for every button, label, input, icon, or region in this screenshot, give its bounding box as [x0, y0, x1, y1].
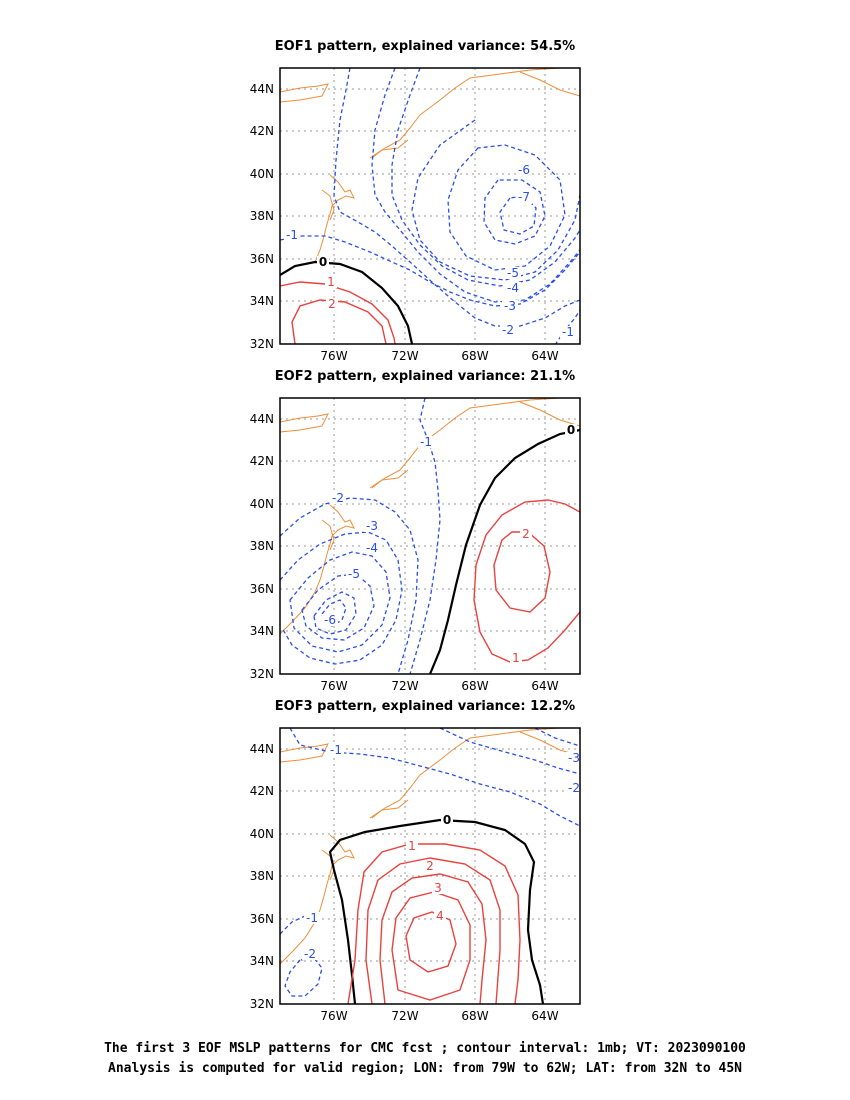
y-tick-label: 40N	[250, 497, 274, 511]
x-tick-label: 68W	[461, 679, 488, 693]
panel-3-x-ticks: 76W 72W 68W 64W	[320, 1009, 558, 1023]
panel-3-zero-line	[328, 818, 545, 1004]
y-tick-label: 44N	[250, 82, 274, 96]
contour-label: -1	[306, 911, 318, 925]
panel-1-negative	[280, 68, 580, 344]
contour-label: -2	[304, 947, 316, 961]
x-tick-label: 76W	[320, 679, 347, 693]
panel-1-title: EOF1 pattern, explained variance: 54.5%	[275, 39, 575, 54]
x-tick-label: 72W	[391, 349, 418, 363]
contour-label: -6	[324, 613, 336, 627]
panel-3-y-ticks: 44N 42N 40N 38N 36N 34N 32N	[250, 742, 274, 1011]
contour-label: 0	[443, 813, 451, 827]
contour-label: 0	[319, 255, 327, 269]
x-tick-label: 72W	[391, 679, 418, 693]
panel-2-title: EOF2 pattern, explained variance: 21.1%	[275, 369, 575, 384]
y-tick-label: 36N	[250, 582, 274, 596]
contour-label: 2	[522, 527, 530, 541]
panel-3-contours	[280, 728, 580, 1004]
y-tick-label: 40N	[250, 827, 274, 841]
contour-label: -4	[507, 281, 519, 295]
y-tick-label: 32N	[250, 337, 274, 351]
x-tick-label: 76W	[320, 1009, 347, 1023]
panel-2-frame	[279, 397, 581, 675]
contour-label: -3	[366, 519, 378, 533]
y-tick-label: 42N	[250, 454, 274, 468]
contour-label: 1	[408, 839, 416, 853]
contour-label: -2	[568, 781, 580, 795]
contour-label: -3	[568, 751, 580, 765]
panel-2-negative	[280, 398, 441, 674]
panel-3-coastline	[280, 728, 580, 965]
panel-1-labels: -7 -6 -5 -4 -3 -2 -1 -1 0 1 2	[284, 163, 576, 339]
y-tick-label: 44N	[250, 742, 274, 756]
contour-label: 2	[426, 859, 434, 873]
panel-3-title: EOF3 pattern, explained variance: 12.2%	[275, 699, 575, 714]
y-tick-label: 38N	[250, 209, 274, 223]
x-tick-label: 68W	[461, 1009, 488, 1023]
contour-label: 4	[436, 909, 444, 923]
y-tick-label: 38N	[250, 869, 274, 883]
panel-3: EOF3 pattern, explained variance: 12.2%	[250, 699, 582, 1023]
panel-2: EOF2 pattern, explained variance: 21.1%	[250, 369, 581, 693]
x-tick-label: 64W	[531, 679, 558, 693]
contour-label: -1	[420, 435, 432, 449]
contour-label: -3	[504, 299, 516, 313]
contour-label: 2	[328, 297, 336, 311]
y-tick-label: 34N	[250, 954, 274, 968]
footer-caption-line-1: The first 3 EOF MSLP patterns for CMC fc…	[104, 1041, 746, 1056]
footer-caption-line-2: Analysis is computed for valid region; L…	[108, 1061, 742, 1076]
x-tick-label: 64W	[531, 349, 558, 363]
y-tick-label: 42N	[250, 784, 274, 798]
panel-1-contours	[280, 68, 580, 344]
y-tick-label: 32N	[250, 997, 274, 1011]
panel-1: EOF1 pattern, explained variance: 54.5%	[250, 39, 581, 363]
contour-label: -1	[286, 228, 298, 242]
panel-1-frame	[279, 67, 581, 345]
panel-1-x-ticks: 76W 72W 68W 64W	[320, 349, 558, 363]
panel-2-grid	[280, 398, 580, 674]
contour-label: -7	[518, 190, 530, 204]
x-tick-label: 68W	[461, 349, 488, 363]
panel-3-labels: -3 -2 -1 -1 -2 0 1 2 3 4	[302, 743, 582, 961]
y-tick-label: 32N	[250, 667, 274, 681]
y-tick-label: 38N	[250, 539, 274, 553]
y-tick-label: 42N	[250, 124, 274, 138]
x-tick-label: 76W	[320, 349, 347, 363]
contour-label: -5	[348, 567, 360, 581]
panel-2-zero-line	[428, 428, 580, 674]
panel-1-zero-line	[280, 260, 414, 344]
y-tick-label: 36N	[250, 252, 274, 266]
contour-label: 1	[327, 275, 335, 289]
panel-3-positive	[347, 843, 521, 1004]
x-tick-label: 72W	[391, 1009, 418, 1023]
contour-label: -6	[518, 163, 530, 177]
panel-1-y-ticks: 44N 42N 40N 38N 36N 34N 32N	[250, 82, 274, 351]
contour-label: -2	[502, 323, 514, 337]
panel-1-positive	[280, 281, 396, 344]
contour-label: -2	[332, 491, 344, 505]
panel-2-x-ticks: 76W 72W 68W 64W	[320, 679, 558, 693]
panel-1-grid	[280, 68, 580, 344]
panel-2-labels: -6 -5 -4 -3 -2 -1 0 1 2	[322, 423, 577, 665]
y-tick-label: 44N	[250, 412, 274, 426]
panel-3-frame	[279, 727, 581, 1005]
y-tick-label: 34N	[250, 294, 274, 308]
panel-2-y-ticks: 44N 42N 40N 38N 36N 34N 32N	[250, 412, 274, 681]
y-tick-label: 36N	[250, 912, 274, 926]
y-tick-label: 40N	[250, 167, 274, 181]
contour-label: 3	[434, 881, 442, 895]
contour-label: -5	[507, 266, 519, 280]
contour-label: 1	[512, 651, 520, 665]
contour-label: -1	[562, 325, 574, 339]
panel-2-positive	[473, 499, 580, 663]
panel-1-coastline	[280, 68, 580, 263]
contour-label: -1	[330, 743, 342, 757]
panel-2-contours	[280, 398, 580, 674]
contour-label: -4	[366, 541, 378, 555]
y-tick-label: 34N	[250, 624, 274, 638]
contour-label: 0	[567, 423, 575, 437]
x-tick-label: 64W	[531, 1009, 558, 1023]
